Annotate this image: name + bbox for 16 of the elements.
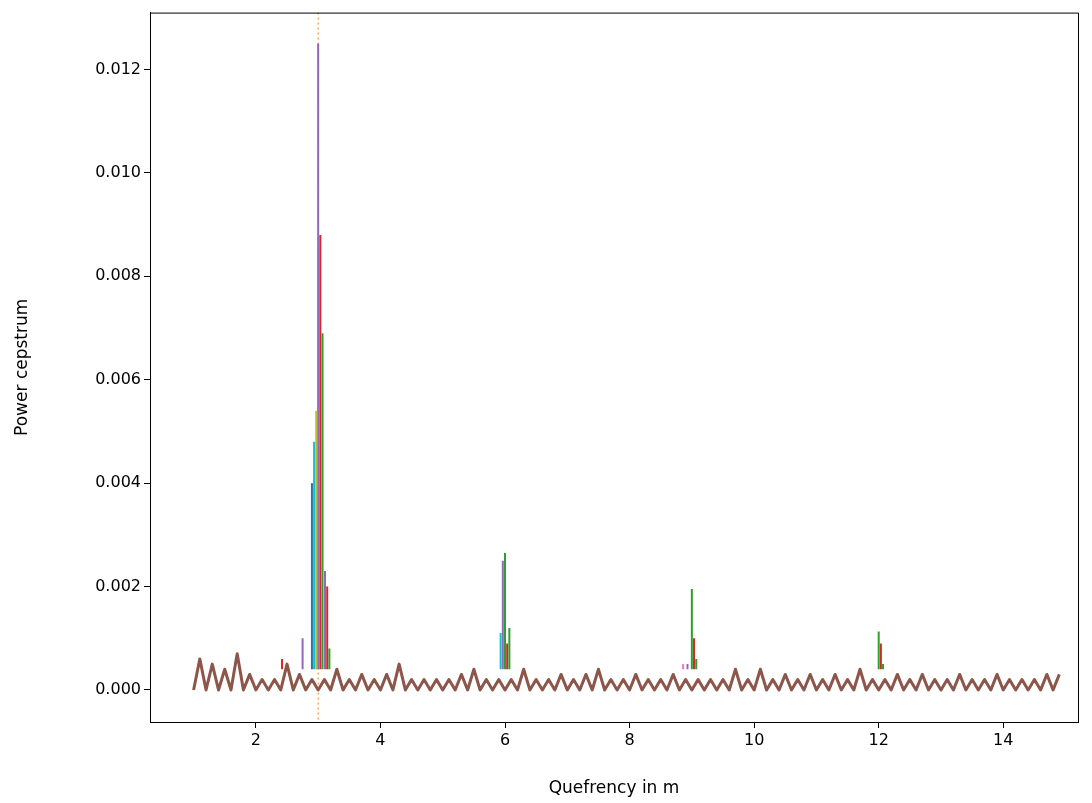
x-axis-title: Quefrency in m <box>548 777 680 798</box>
y-tick-label: 0.004 <box>95 472 141 492</box>
y-tick-label: 0.002 <box>95 575 141 595</box>
x-tick-label: 4 <box>375 729 386 749</box>
y-tick-label: 0.006 <box>95 368 141 388</box>
y-tick-label: 0.000 <box>95 679 141 699</box>
y-tick-label: 0.008 <box>95 265 141 285</box>
y-axis-title: Power cepstrum <box>10 298 31 436</box>
x-tick-label: 10 <box>743 729 765 749</box>
x-tick-label: 14 <box>993 729 1014 749</box>
x-tick-label: 8 <box>624 729 635 749</box>
x-tick-label: 2 <box>250 729 261 749</box>
x-tick-label: 6 <box>499 729 511 749</box>
y-tick-label: 0.012 <box>95 58 141 78</box>
x-tick-label: 12 <box>868 729 889 749</box>
y-tick-label: 0.010 <box>95 162 141 182</box>
